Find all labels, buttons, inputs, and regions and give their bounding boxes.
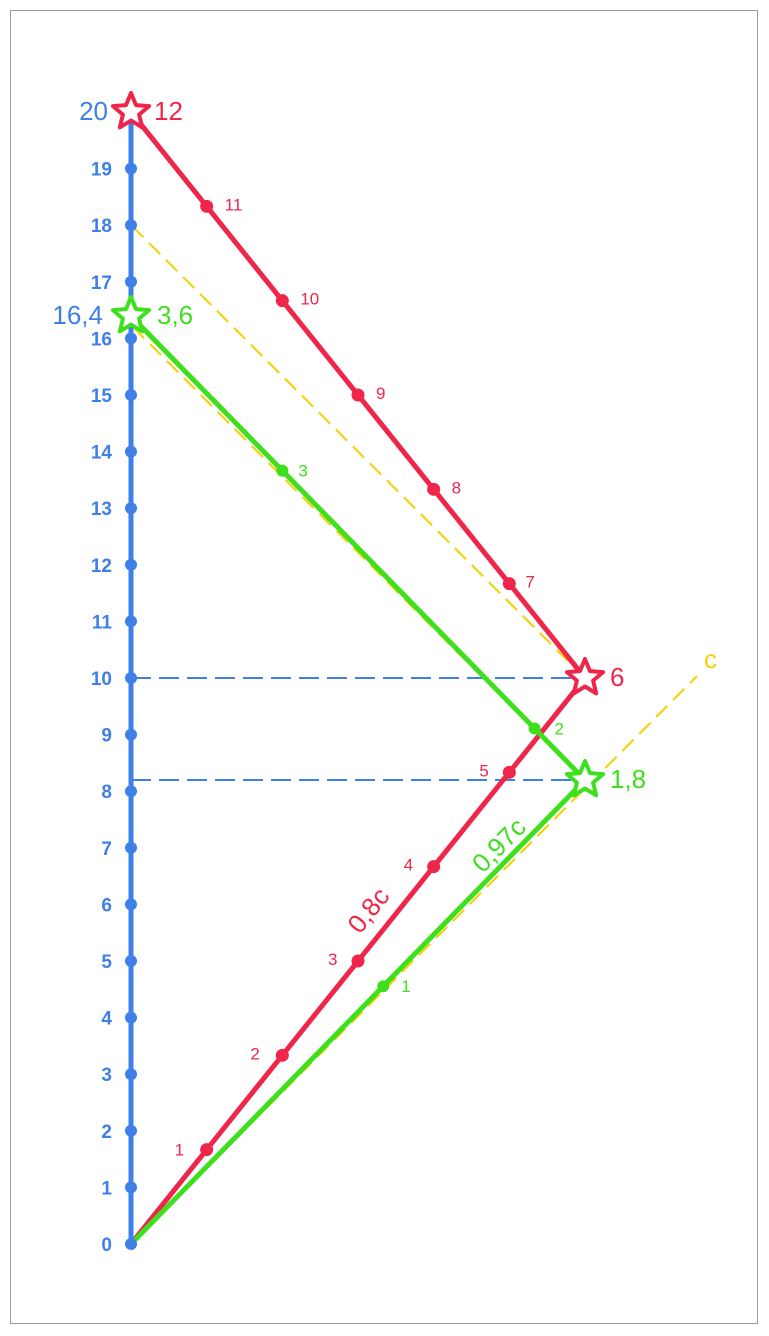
axis-tick-label: 18	[91, 216, 112, 237]
axis-tick-dot	[125, 389, 137, 401]
red-turn-star-icon	[564, 657, 606, 696]
green-turn-star-icon	[564, 759, 606, 798]
light-line-return-upper	[130, 224, 586, 679]
axis-tick-dot	[125, 1238, 137, 1250]
axis-tick-label: 0	[101, 1235, 112, 1256]
event-stars	[110, 91, 606, 798]
axis-tick-label: 17	[91, 273, 112, 294]
red-step-label: 11	[225, 195, 243, 214]
axis-tick-label: 14	[91, 443, 113, 464]
reference-lines	[131, 677, 575, 781]
axis-tick-dot	[125, 1011, 137, 1024]
green-step-label: 3	[298, 462, 307, 481]
axis-tick-label: 10	[91, 669, 112, 690]
axis-tick-dot	[125, 1124, 137, 1137]
axis-tick-label: 13	[91, 499, 112, 520]
red-step-label: 5	[479, 761, 488, 780]
axis-tick-dot	[125, 615, 137, 628]
green-step-label: 1	[401, 977, 410, 996]
axis-tick-label: 11	[92, 612, 113, 633]
axis-tick-label: 9	[101, 726, 112, 747]
axis-tick-label: 4	[101, 1009, 112, 1030]
axis-tick-label: 3	[101, 1065, 112, 1086]
red-step-label: 3	[328, 950, 337, 969]
axis-tick-label: 1	[101, 1178, 112, 1199]
red-step-dot	[351, 388, 365, 402]
axis-top-label: 20	[79, 96, 108, 126]
axis-tick-dot	[125, 728, 137, 741]
axis-tick-dot	[125, 1068, 137, 1081]
axis-tick-dot	[125, 219, 137, 232]
green-steps: 1 2 3	[276, 462, 564, 996]
axis-tick-dot	[125, 1181, 137, 1194]
red-step-label: 2	[250, 1044, 259, 1063]
axis-tick-label: 5	[101, 952, 112, 973]
axis-tick-dot	[125, 162, 137, 175]
axis-tick-dot	[125, 275, 137, 288]
red-step-label: 7	[525, 573, 534, 592]
red-steps: 1 2 3 4 5 7 8 9 10 11	[175, 195, 535, 1159]
axis-tick-dot	[125, 445, 137, 458]
red-speed-label: 0,8c	[341, 882, 395, 939]
red-step-label: 8	[452, 478, 461, 497]
axis-tick-label: 8	[101, 782, 112, 803]
axis-tick-dot	[125, 841, 137, 854]
red-step-dot	[427, 860, 441, 874]
axis-tick-label: 15	[91, 386, 113, 407]
light-lines	[130, 224, 698, 1245]
light-label: c	[704, 644, 717, 674]
red-end-star-icon	[110, 91, 152, 130]
red-end-label: 12	[154, 96, 183, 126]
green-turn-label: 1,8	[610, 764, 646, 794]
axis-tick-dot	[125, 558, 137, 571]
axis-tick-dot	[125, 672, 137, 684]
red-step-label: 10	[300, 290, 319, 309]
green-end-star-icon	[110, 295, 152, 334]
axis-tick-label: 2	[101, 1122, 112, 1143]
axis-tick-label: 6	[101, 895, 112, 916]
axis-tick-label: 16	[91, 329, 112, 350]
red-step-dot	[200, 199, 214, 213]
axis-tick-label: 19	[91, 160, 112, 181]
axis-tick-dot	[125, 898, 137, 911]
red-step-label: 1	[175, 1141, 184, 1160]
red-step-dot	[275, 1048, 289, 1062]
green-end-label: 3,6	[157, 300, 193, 330]
red-turn-label: 6	[610, 662, 624, 692]
green-step-label: 2	[555, 719, 564, 738]
red-step-label: 9	[376, 384, 385, 403]
red-step-dot	[200, 1143, 214, 1157]
axis-tick-dot	[125, 785, 137, 798]
axis-tick-dot	[125, 332, 137, 345]
axis-tick-dot	[125, 502, 137, 515]
axis-tick-dot	[125, 955, 137, 967]
red-step-dot	[427, 482, 441, 496]
axis-mid-label: 16,4	[52, 300, 103, 330]
green-step-dot	[276, 464, 289, 477]
green-step-dot	[528, 722, 541, 735]
red-step-dot	[351, 954, 365, 968]
red-step-dot	[502, 577, 516, 591]
red-step-label: 4	[404, 856, 413, 875]
green-step-dot	[377, 980, 390, 993]
axis-tick-label: 12	[91, 556, 112, 577]
red-step-dot	[502, 765, 516, 779]
axis-tick-label: 7	[101, 839, 112, 860]
red-step-dot	[275, 294, 289, 308]
